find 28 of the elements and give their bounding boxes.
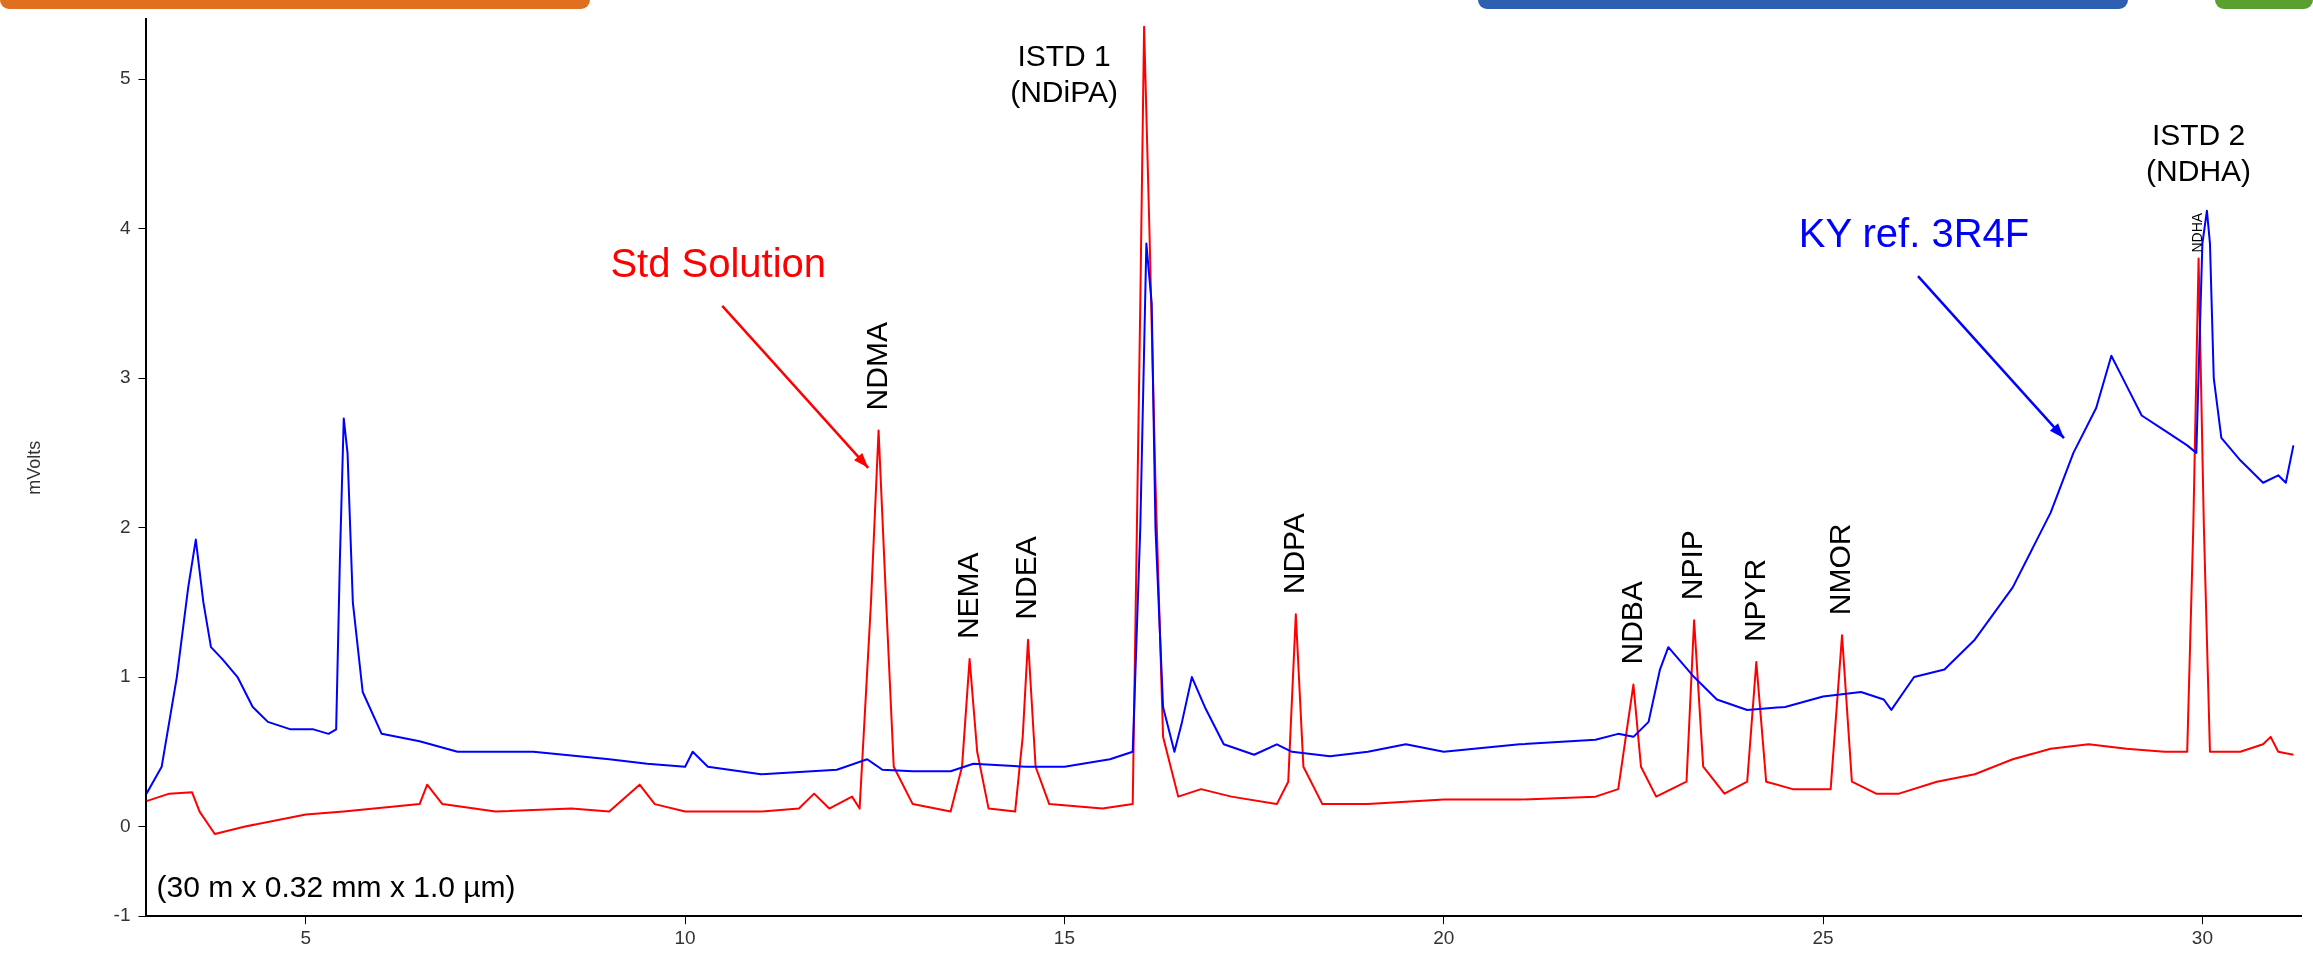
- annotation: NPYR: [1737, 558, 1771, 643]
- annotation: NDMA: [859, 322, 893, 411]
- annotation: ISTD 2 (NDHA): [2146, 117, 2252, 187]
- x-tick-label: 20: [1433, 926, 1455, 948]
- x-tick-label: 30: [2191, 926, 2213, 948]
- y-tick-label: 4: [119, 216, 131, 238]
- y-tick-label: 2: [119, 515, 131, 537]
- x-tick-label: 15: [1053, 926, 1076, 948]
- text: Std Solution: [610, 240, 827, 285]
- y-tick-label: -1: [113, 904, 131, 926]
- x-tick-label: 25: [1812, 926, 1834, 948]
- annotation: NDBA: [1614, 581, 1648, 665]
- annotation: (30 m x 0.32 mm x 1.0 µm): [156, 870, 516, 904]
- y-axis-title: mVolts: [23, 440, 44, 495]
- annotation: NMOR: [1823, 523, 1857, 616]
- annotation: NEMA: [950, 552, 984, 640]
- y-tick-label: 5: [119, 67, 131, 89]
- annotation: NPIP: [1675, 530, 1709, 601]
- y-tick-label: 3: [119, 366, 131, 388]
- annotation: NDHA: [2189, 212, 2206, 253]
- y-tick-label: 1: [119, 665, 131, 687]
- annotation: NDPA: [1277, 513, 1311, 595]
- text: KY ref. 3R4F: [1798, 211, 2030, 256]
- x-tick-label: 10: [674, 926, 696, 948]
- x-tick-label: 5: [300, 926, 312, 948]
- annotation: NDEA: [1009, 536, 1043, 620]
- annotation: ISTD 1 (NDiPA): [1010, 38, 1118, 108]
- y-tick-label: 0: [119, 814, 131, 836]
